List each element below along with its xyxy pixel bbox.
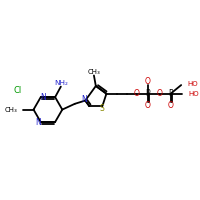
Text: O: O: [145, 77, 151, 86]
Text: HO: HO: [189, 91, 199, 97]
Text: Cl: Cl: [13, 86, 21, 95]
Text: O: O: [145, 101, 151, 110]
Text: N: N: [40, 93, 46, 102]
Text: N: N: [36, 118, 41, 127]
Text: S: S: [100, 104, 105, 113]
Text: CH₃: CH₃: [5, 107, 18, 113]
Text: N: N: [81, 95, 87, 104]
Text: P: P: [145, 89, 150, 98]
Text: P: P: [168, 89, 173, 98]
Text: O: O: [168, 101, 174, 110]
Text: NH₂: NH₂: [54, 80, 68, 86]
Text: CH₃: CH₃: [88, 69, 100, 75]
Text: HO: HO: [188, 81, 198, 87]
Text: O: O: [156, 89, 162, 98]
Text: O: O: [133, 89, 139, 98]
